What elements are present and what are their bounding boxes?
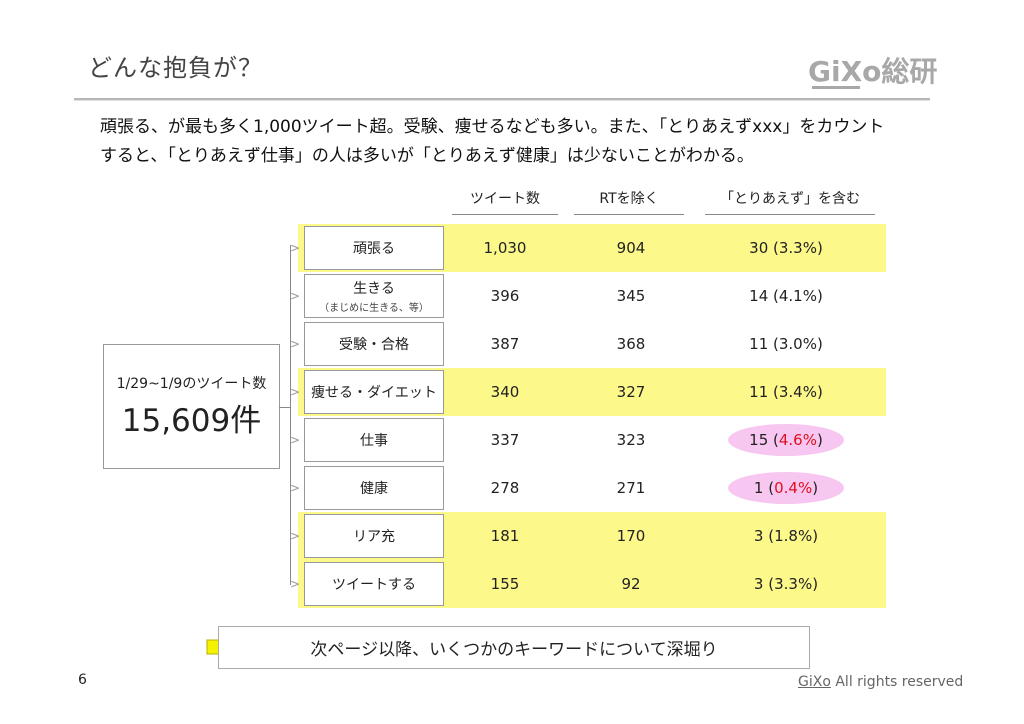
next-page-note: 次ページ以降、いくつかのキーワードについて深堀り <box>218 626 810 669</box>
keyword-text: 仕事 <box>360 433 388 449</box>
toriaezu-n: 30 <box>749 239 769 257</box>
toriaezu-percent: 3.0% <box>778 335 817 353</box>
description-line-2: すると、「とりあえず仕事」の人は多いが「とりあえず健康」は少ないことがわかる。 <box>100 146 754 166</box>
keyword-label: 仕事 <box>304 418 444 462</box>
toriaezu-percent: 3.3% <box>778 239 817 257</box>
tweet-count: 387 <box>490 335 520 353</box>
page-number: 6 <box>78 672 87 688</box>
next-page-text: 次ページ以降、いくつかのキーワードについて深堀り <box>310 640 718 660</box>
toriaezu-percent: 3.3% <box>774 575 813 593</box>
toriaezu-percent: 1.8% <box>774 527 813 545</box>
total-tweets-box: 1/29~1/9のツイート数 15,609件 <box>103 344 280 469</box>
keyword-text: ツイートする <box>332 577 416 593</box>
toriaezu-count: 11 (3.0%) <box>749 335 823 353</box>
keyword-text: 頑張る <box>353 241 395 257</box>
toriaezu-count: 14 (4.1%) <box>749 287 823 305</box>
excl-rt-count: 368 <box>616 335 646 353</box>
toriaezu-n: 3 <box>753 575 764 593</box>
title-divider <box>74 98 930 101</box>
keyword-text: 健康 <box>360 481 388 497</box>
gixo-logo: GiXo総研 <box>808 55 938 88</box>
keyword-text: リア充 <box>353 529 395 545</box>
toriaezu-percent: 0.4% <box>774 479 813 497</box>
toriaezu-n: 14 <box>749 287 769 305</box>
tweet-count: 155 <box>490 575 520 593</box>
column-header-toriaezu: 「とりあえず」を含む <box>705 188 875 215</box>
toriaezu-n: 1 <box>753 479 764 497</box>
excl-rt-count: 92 <box>621 575 641 593</box>
tree-connector-horizontal <box>279 407 290 408</box>
tweet-count: 1,030 <box>483 239 527 257</box>
toriaezu-count: 11 (3.4%) <box>749 383 823 401</box>
keyword-label: 受験・合格 <box>304 322 444 366</box>
toriaezu-percent: 4.6% <box>778 431 817 449</box>
column-header-excl-rt: RTを除く <box>574 188 684 215</box>
toriaezu-n: 11 <box>749 335 769 353</box>
footer-brand: GiXo <box>798 674 831 690</box>
excl-rt-count: 271 <box>616 479 646 497</box>
column-header-tweets: ツイート数 <box>452 188 558 215</box>
toriaezu-count: 3 (1.8%) <box>753 527 819 545</box>
keyword-text: 痩せる・ダイエット <box>311 385 437 401</box>
branch-arrow-icon: > <box>290 385 301 399</box>
excl-rt-count: 904 <box>616 239 646 257</box>
branch-arrow-icon: > <box>290 289 301 303</box>
keyword-text: 生きる <box>353 281 395 297</box>
tweet-count: 340 <box>490 383 520 401</box>
toriaezu-count: 30 (3.3%) <box>749 239 823 257</box>
keyword-label: 頑張る <box>304 226 444 270</box>
toriaezu-count: 3 (3.3%) <box>753 575 819 593</box>
keyword-label: 痩せる・ダイエット <box>304 370 444 414</box>
branch-arrow-icon: > <box>290 529 301 543</box>
tweet-count: 278 <box>490 479 520 497</box>
page-title: どんな抱負が？ <box>88 54 263 82</box>
keyword-subtext: （まじめに生きる、等） <box>319 303 429 314</box>
description: 頑張る、が最も多く1,000ツイート超。受験、痩せるなども多い。また、「とりあえ… <box>100 113 930 171</box>
tree-connector-vertical <box>290 245 291 585</box>
excl-rt-count: 345 <box>616 287 646 305</box>
excl-rt-count: 327 <box>616 383 646 401</box>
logo-underline <box>812 86 860 89</box>
toriaezu-percent: 3.4% <box>778 383 817 401</box>
branch-arrow-icon: > <box>290 241 301 255</box>
branch-arrow-icon: > <box>290 481 301 495</box>
branch-arrow-icon: > <box>290 433 301 447</box>
toriaezu-n: 3 <box>753 527 764 545</box>
toriaezu-count: 1 (0.4%) <box>728 472 844 504</box>
toriaezu-percent: 4.1% <box>778 287 817 305</box>
toriaezu-n: 11 <box>749 383 769 401</box>
tweet-count: 181 <box>490 527 520 545</box>
keyword-label: ツイートする <box>304 562 444 606</box>
total-value: 15,609件 <box>121 403 262 439</box>
toriaezu-n: 15 <box>749 431 769 449</box>
keyword-text: 受験・合格 <box>339 337 409 353</box>
total-caption: 1/29~1/9のツイート数 <box>116 376 267 392</box>
tweet-count: 396 <box>490 287 520 305</box>
toriaezu-count: 15 (4.6%) <box>728 424 844 456</box>
excl-rt-count: 323 <box>616 431 646 449</box>
description-line-1: 頑張る、が最も多く1,000ツイート超。受験、痩せるなども多い。また、「とりあえ… <box>100 117 885 137</box>
footer-rights: All rights reserved <box>830 674 964 690</box>
keyword-label: 生きる （まじめに生きる、等） <box>304 274 444 318</box>
branch-arrow-icon: > <box>290 337 301 351</box>
tweet-count: 337 <box>490 431 520 449</box>
keyword-label: リア充 <box>304 514 444 558</box>
copyright: GiXo All rights reserved <box>798 674 963 690</box>
branch-arrow-icon: > <box>290 577 301 591</box>
excl-rt-count: 170 <box>616 527 646 545</box>
keyword-label: 健康 <box>304 466 444 510</box>
